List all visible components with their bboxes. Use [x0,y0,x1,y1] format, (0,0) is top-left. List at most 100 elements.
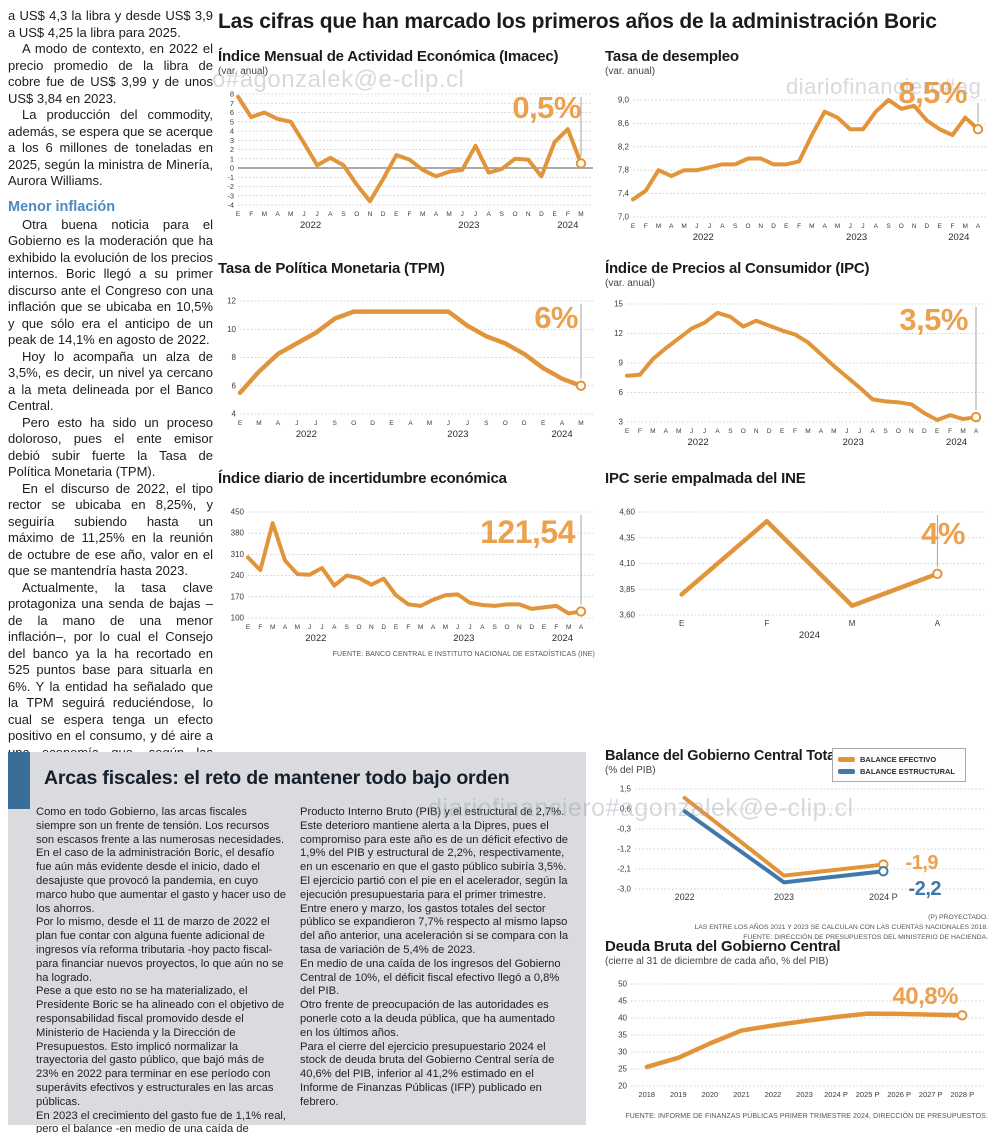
svg-text:M: M [578,211,583,218]
efectivo-swatch-icon [838,756,855,762]
svg-text:A: A [935,619,941,628]
chart-footnotes: (P) PROYECTADO. LAS ENTRE LOS AÑOS 2021 … [694,914,988,941]
svg-text:M: M [256,420,261,427]
svg-text:J: J [316,211,319,218]
svg-text:100: 100 [231,614,245,623]
svg-text:2026 P: 2026 P [887,1090,911,1099]
svg-text:A: A [579,624,584,631]
svg-text:S: S [733,223,738,230]
svg-text:J: J [861,223,864,230]
svg-text:S: S [492,624,497,631]
svg-text:E: E [937,223,942,230]
svg-text:N: N [754,428,759,435]
chart-incertidumbre: Índice diario de incertidumbre económica… [218,470,595,658]
svg-text:2: 2 [230,145,234,154]
svg-text:F: F [764,619,769,628]
svg-text:O: O [504,624,509,631]
imacec-value-annotation: 0,5% [512,90,581,125]
svg-text:D: D [922,428,927,435]
svg-text:M: M [835,223,840,230]
svg-text:J: J [314,420,317,427]
svg-text:D: D [370,420,375,427]
svg-text:O: O [896,428,901,435]
svg-text:170: 170 [231,592,245,601]
svg-text:M: M [270,624,275,631]
article-paragraph: A modo de contexto, en 2022 el precio pr… [8,41,213,106]
svg-text:2024: 2024 [799,630,820,641]
svg-text:30: 30 [618,1048,627,1057]
fiscal-text-column-right: Producto Interno Bruto (PIB) y el estruc… [300,806,570,1110]
ipc-line-plot: 15 12 9 6 3 E F M A M J J A S O N D E F M A M J J A S O N D E F M A 2022 2… [605,294,988,452]
svg-text:N: N [368,211,373,218]
svg-text:O: O [354,211,359,218]
svg-text:4,60: 4,60 [619,508,635,517]
chart-imacec: Índice Mensual de Actividad Económica (I… [218,48,595,232]
svg-text:A: A [974,428,979,435]
svg-text:1,5: 1,5 [620,785,632,794]
svg-text:7,8: 7,8 [618,166,630,175]
fiscal-paragraph: Producto Interno Bruto (PIB) y el estruc… [300,806,569,874]
svg-text:M: M [427,420,432,427]
svg-text:-3,0: -3,0 [617,885,631,894]
svg-text:10: 10 [227,325,236,334]
svg-text:N: N [912,223,917,230]
svg-text:J: J [456,624,459,631]
chart-subtitle: (var. anual) [605,66,656,77]
svg-text:3: 3 [619,418,624,427]
desempleo-value-annotation: 8,5% [898,75,967,110]
svg-text:E: E [784,223,789,230]
svg-text:2023: 2023 [774,892,794,902]
svg-text:A: A [874,223,879,230]
svg-text:A: A [328,211,333,218]
svg-text:M: M [566,624,571,631]
desempleo-line-plot: 9,0 8,6 8,2 7,8 7,4 7,0 E F M A M J J A S O N D E F M A M J J A S O… [605,82,988,247]
svg-text:3,85: 3,85 [619,585,635,594]
svg-text:3,60: 3,60 [619,611,635,620]
chart-title: Balance del Gobierno Central Total [605,748,839,764]
svg-text:A: A [822,223,827,230]
svg-text:A: A [560,420,565,427]
article-subhead: Menor inflación [8,198,116,215]
svg-text:0: 0 [230,164,234,173]
svg-text:8,2: 8,2 [618,142,630,151]
svg-text:J: J [474,211,477,218]
chart-subtitle: (var. anual) [605,278,656,289]
svg-text:O: O [745,223,750,230]
svg-text:F: F [554,624,558,631]
svg-text:9,0: 9,0 [618,96,630,105]
legend-item-estructural: BALANCE ESTRUCTURAL [838,765,960,777]
tpm-value-annotation: 6% [534,300,578,335]
svg-text:4,35: 4,35 [619,533,635,542]
svg-text:2018: 2018 [638,1090,655,1099]
svg-text:2027 P: 2027 P [919,1090,943,1099]
svg-text:N: N [909,428,914,435]
svg-text:2024 P: 2024 P [824,1090,848,1099]
svg-text:F: F [948,428,952,435]
svg-text:M: M [443,624,448,631]
svg-text:2022: 2022 [765,1090,782,1099]
svg-text:E: E [679,619,684,628]
svg-text:4,10: 4,10 [619,559,635,568]
chart-desempleo: Tasa de desempleo (var. anual) 9,0 8,6 8,2… [605,48,988,247]
article-paragraph: Hoy lo acompaña un alza de 3,5%, es deci… [8,348,213,414]
svg-text:M: M [809,223,814,230]
svg-text:M: M [418,624,423,631]
balance-line-plot: 1,5 0,6 -0,3 -1,2 -2,1 -3,0 2022 2023 2024 P [605,781,988,909]
svg-text:7,4: 7,4 [618,189,630,198]
article-paragraph: Pero esto ha sido un proceso doloroso, p… [8,414,213,480]
svg-text:O: O [351,420,356,427]
article-column: a US$ 4,3 la libra y desde US$ 3,9 a US$… [8,8,213,794]
svg-text:S: S [883,428,888,435]
balance-efectivo-annotation: -1,9 [905,852,939,874]
deuda-line-plot: 50 45 40 35 30 25 20 2018 2019 2020 2021 2022 2023 20… [605,972,988,1110]
svg-text:J: J [695,223,698,230]
chart-subtitle: (var. anual) [218,66,269,77]
chart-title: Tasa de desempleo [605,48,739,65]
chart-deuda: Deuda Bruta del Gobierno Central (cierre… [605,938,988,1120]
legend-label: BALANCE EFECTIVO [860,754,937,764]
svg-text:6: 6 [230,108,234,117]
svg-text:35: 35 [618,1031,627,1040]
svg-text:J: J [849,223,852,230]
svg-text:A: A [819,428,824,435]
svg-text:2021: 2021 [733,1090,750,1099]
